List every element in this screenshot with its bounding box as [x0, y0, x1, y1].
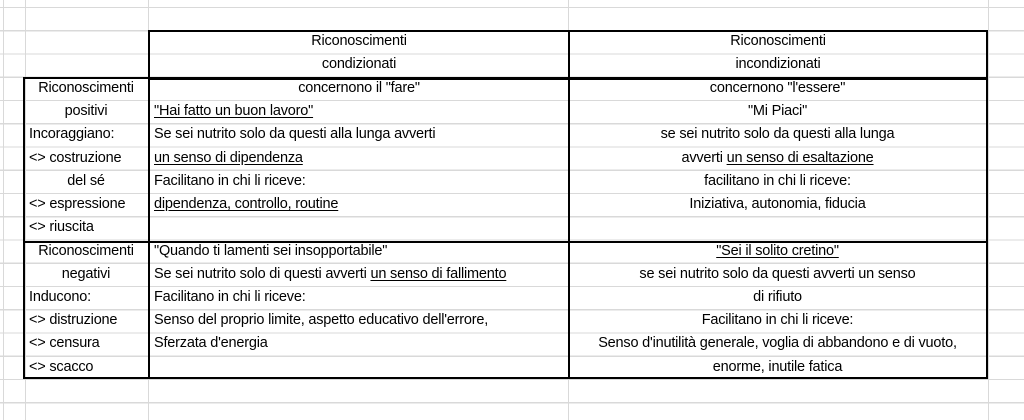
unconditional-cell[interactable]: di rifiuto — [753, 288, 802, 305]
conditional-cell[interactable]: concernono il "fare" — [298, 80, 420, 96]
conditional-cell[interactable]: Se sei nutrito solo di questi avverti un… — [150, 263, 568, 286]
label-cell[interactable]: <> censura — [29, 335, 100, 352]
conditional-cell[interactable]: "Hai fatto un buon lavoro" — [154, 103, 314, 120]
label-cell[interactable]: <> espressione — [29, 196, 126, 213]
conditional-cell[interactable]: Se sei nutrito solo da questi alla lunga… — [154, 126, 436, 143]
header-conditional-line1[interactable]: Riconoscimenti — [311, 32, 407, 49]
empty-cell[interactable] — [570, 216, 985, 239]
label-cell[interactable]: del sé — [67, 172, 105, 189]
label-cell[interactable]: positivi — [64, 103, 108, 120]
unconditional-column: concernono "l'essere" "Mi Piaci" se sei … — [570, 77, 985, 379]
cell-text-underlined: un senso di esaltazione — [726, 149, 874, 166]
cell-text-underlined: un senso di fallimento — [370, 265, 507, 282]
unconditional-cell[interactable]: enorme, inutile fatica — [712, 358, 843, 375]
header-unconditional-line1[interactable]: Riconoscimenti — [730, 32, 826, 49]
header-conditional: Riconoscimenti condizionati — [150, 30, 568, 78]
conditional-cell[interactable]: Senso del proprio limite, aspetto educat… — [154, 312, 489, 329]
unconditional-cell[interactable]: Iniziativa, autonomia, fiducia — [689, 196, 866, 213]
conditional-cell[interactable]: dipendenza, controllo, routine — [154, 196, 339, 213]
label-cell[interactable]: <> costruzione — [29, 149, 122, 166]
v-gridline — [568, 0, 569, 420]
cell-text: Se sei nutrito solo di questi avverti — [154, 265, 371, 282]
unconditional-cell[interactable]: facilitano in chi li riceve: — [704, 172, 851, 189]
unconditional-cell[interactable]: avverti un senso di esaltazione — [570, 147, 985, 170]
label-cell[interactable]: <> scacco — [29, 358, 94, 375]
label-cell[interactable]: <> riuscita — [29, 219, 94, 236]
header-conditional-line2[interactable]: condizionati — [321, 56, 397, 73]
label-cell[interactable]: <> distruzione — [29, 312, 118, 329]
v-gridline — [3, 0, 4, 420]
conditional-cell[interactable]: Facilitano in chi li riceve: — [154, 172, 306, 189]
unconditional-cell[interactable]: concernono "l'essere" — [709, 80, 846, 96]
unconditional-cell[interactable]: se sei nutrito solo da questi alla lunga — [660, 126, 895, 143]
unconditional-cell[interactable]: se sei nutrito solo da questi avverti un… — [639, 265, 916, 282]
v-gridline — [148, 0, 149, 420]
unconditional-cell[interactable]: Facilitano in chi li riceve: — [701, 312, 854, 329]
horizontal-gridlines — [0, 6, 1024, 420]
v-gridline — [988, 0, 989, 420]
label-cell[interactable]: Incoraggiano: — [29, 126, 115, 143]
conditional-column: concernono il "fare" "Hai fatto un buon … — [150, 77, 568, 379]
v-gridline — [25, 0, 26, 420]
label-cell[interactable]: negativi — [61, 265, 111, 282]
conditional-cell[interactable]: un senso di dipendenza — [154, 149, 303, 166]
label-cell[interactable]: Inducono: — [29, 288, 91, 305]
label-cell[interactable]: Riconoscimenti — [38, 242, 134, 259]
empty-cell[interactable] — [150, 216, 568, 239]
header-unconditional-line2[interactable]: incondizionati — [735, 56, 821, 73]
conditional-cell[interactable]: "Quando ti lamenti sei insopportabile" — [154, 242, 388, 259]
conditional-cell[interactable]: Sferzata d'energia — [154, 335, 268, 352]
conditional-cell[interactable]: Facilitano in chi li riceve: — [154, 288, 306, 305]
unconditional-cell[interactable]: Senso d'inutilità generale, voglia di ab… — [598, 335, 957, 352]
unconditional-cell[interactable]: "Sei il solito cretino" — [716, 242, 839, 259]
empty-cell[interactable] — [150, 356, 568, 379]
label-column: Riconoscimenti positivi Incoraggiano: <>… — [25, 77, 147, 379]
label-cell[interactable]: Riconoscimenti — [38, 80, 134, 96]
cell-text: avverti — [681, 149, 727, 166]
header-unconditional: Riconoscimenti incondizionati — [570, 30, 986, 78]
unconditional-cell[interactable]: "Mi Piaci" — [747, 103, 808, 120]
